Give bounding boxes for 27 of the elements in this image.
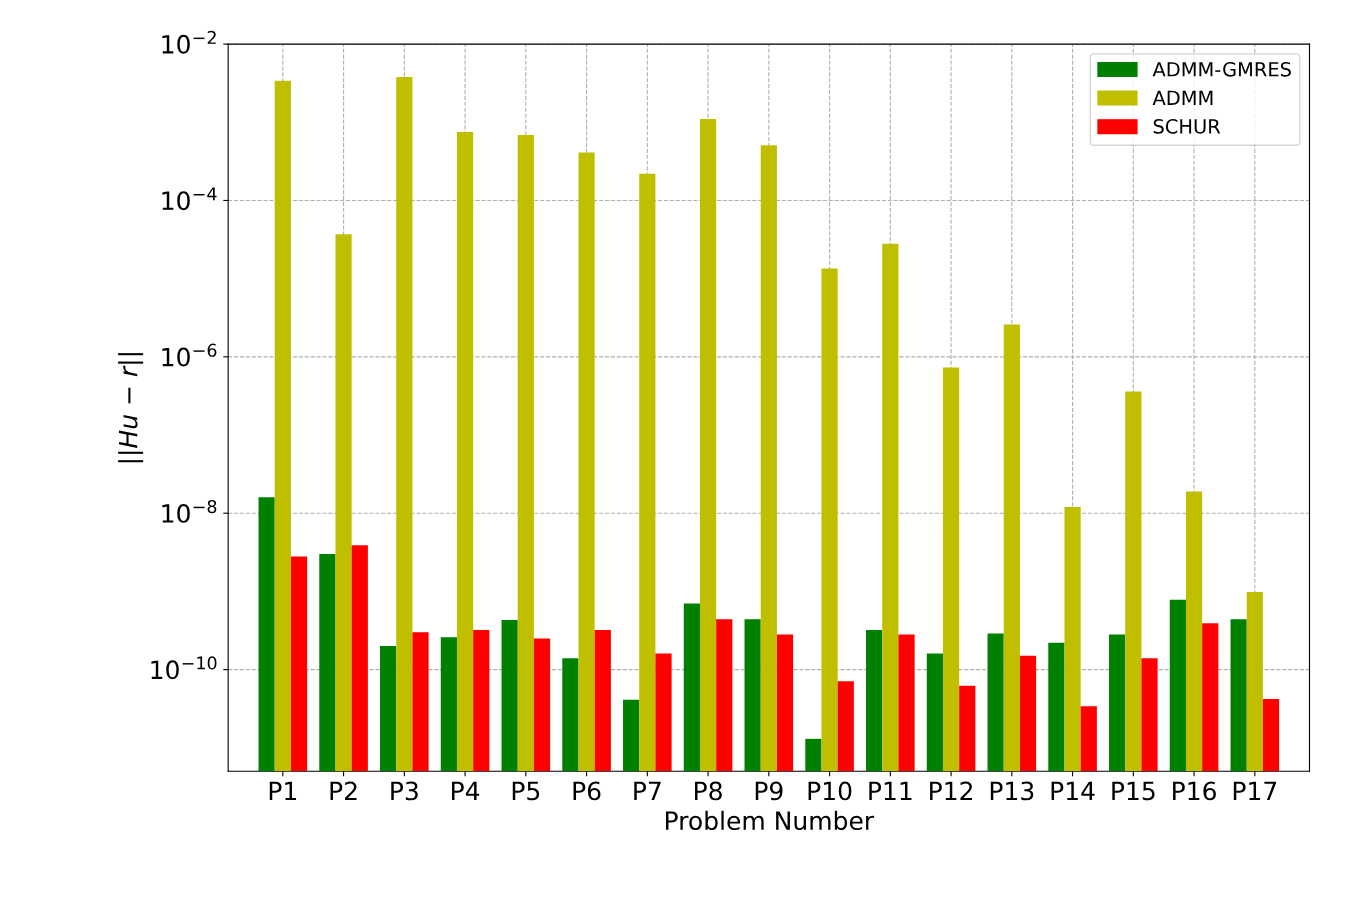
x-axis-title: Problem Number [665,810,875,831]
y-tick-label: 10$^{−4}$ [162,187,217,211]
legend-label: ADMM-GMRES [1152,61,1291,77]
y-tick-label: 10$^{−10}$ [151,656,217,680]
x-tick-label: P13 [990,781,1034,801]
x-tick-label: P7 [634,781,661,801]
x-tick-label: P2 [330,781,357,801]
x-tick-label: P16 [1173,781,1216,801]
y-tick-label: 10$^{−2}$ [162,30,216,54]
y-axis-title: ||Hu − r|| [118,353,144,463]
x-tick-label: P9 [755,781,783,801]
x-tick-label: P6 [573,781,601,801]
x-tick-label: P15 [1112,781,1155,801]
x-tick-label: P17 [1233,781,1277,801]
x-tick-label: P8 [695,781,722,801]
x-tick-label: P10 [808,781,852,801]
x-tick-label: P4 [452,781,480,801]
x-tick-label: P12 [930,781,973,801]
x-tick-label: P14 [1051,781,1095,801]
legend-label: ADMM [1152,90,1213,105]
x-tick-label: P5 [512,781,540,801]
x-tick-label: P1 [269,781,297,801]
x-tick-label: P3 [391,781,418,801]
legend-label: SCHUR [1153,119,1221,134]
y-tick-label: 10$^{−6}$ [162,343,217,367]
x-tick-label: P11 [869,781,912,801]
y-tick-label: 10$^{−8}$ [162,499,217,523]
